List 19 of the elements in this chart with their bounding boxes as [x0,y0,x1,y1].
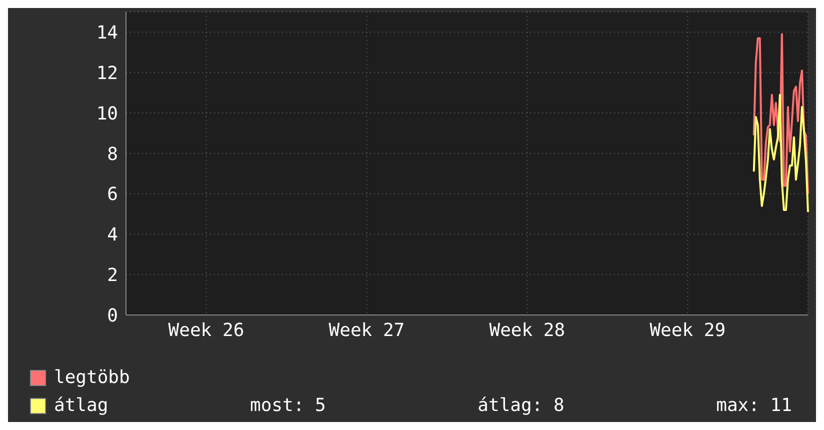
text: max: 11 [716,394,792,418]
text: most: 5 [250,394,326,418]
line-series [752,94,809,213]
y-tick-label: 10 [96,103,118,124]
y-tick-label: 2 [107,264,118,286]
x-tick-label: Week 26 [168,320,244,341]
y-tick-label: 0 [107,305,118,326]
x-tick-label: Week 27 [328,320,405,341]
y-tick-label: 14 [96,22,118,44]
y-tick-label: 12 [96,62,118,84]
text: átlag: 8 [478,394,564,418]
legend-label: átlag [54,394,108,418]
x-tick-label: Week 29 [650,320,726,341]
legend-label: legtöbb [54,366,130,390]
y-tick-label: 8 [107,144,118,165]
y-tick-label: 4 [107,224,118,246]
line-series [752,33,809,195]
y-tick-label: 6 [107,184,118,206]
x-tick-label: Week 28 [489,320,566,341]
